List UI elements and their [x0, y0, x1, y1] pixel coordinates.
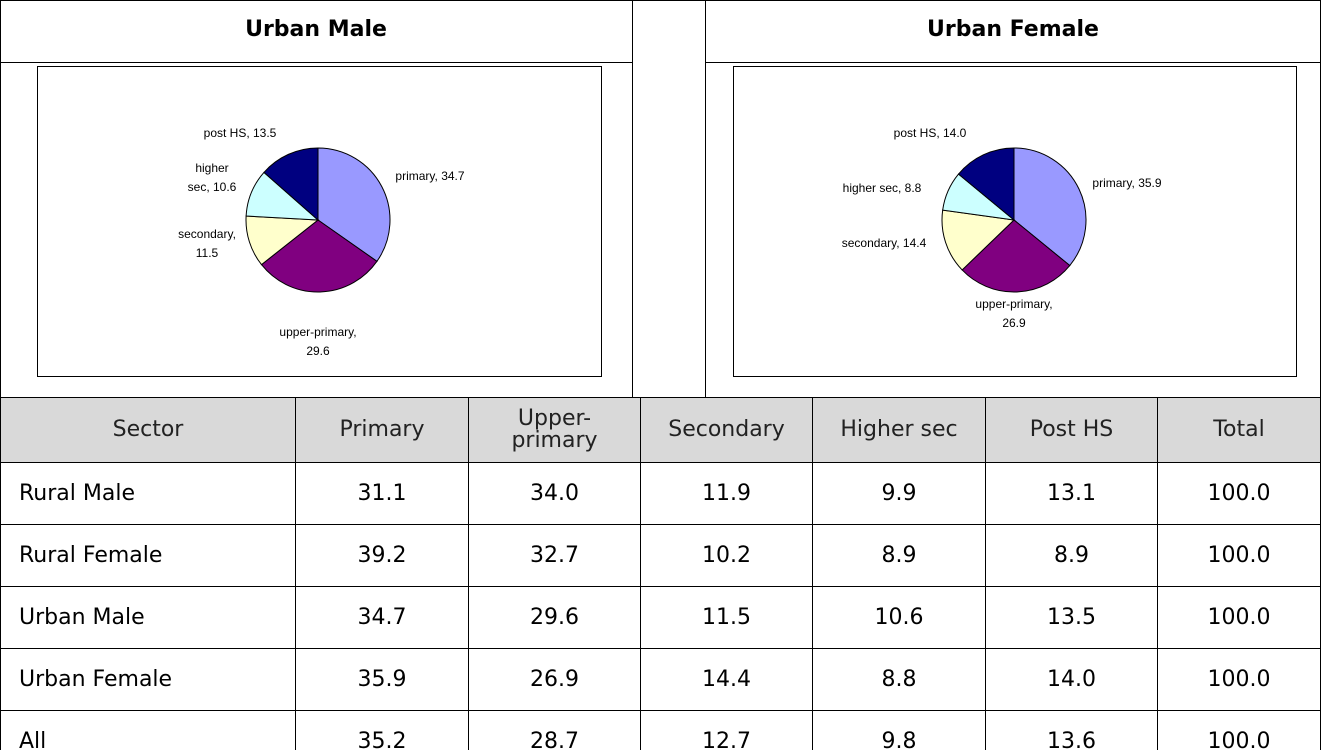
table-cell: 39.2	[296, 525, 469, 587]
table: Sector Primary Upper-primary Secondary Highe…	[0, 397, 1321, 750]
table-cell: 13.6	[986, 711, 1158, 750]
panel-title: Urban Female	[927, 17, 1099, 42]
table-cell: 31.1	[296, 463, 469, 525]
divider	[705, 0, 706, 397]
table-cell: 28.7	[469, 711, 641, 750]
slice-label: upper-primary, 29.6	[279, 325, 356, 358]
table-cell: 12.7	[641, 711, 813, 750]
label-line: 26.9	[1002, 316, 1026, 330]
table-cell: 29.6	[469, 587, 641, 649]
table-cell: 10.6	[813, 587, 986, 649]
table-cell: 34.0	[469, 463, 641, 525]
header-cell: Sector	[1, 398, 296, 463]
label-line: sec, 10.6	[188, 180, 237, 194]
table-cell: 100.0	[1158, 463, 1321, 525]
table-cell: 100.0	[1158, 525, 1321, 587]
slice-label: primary, 34.7	[395, 169, 464, 183]
table-cell: 35.2	[296, 711, 469, 750]
table-cell: 14.4	[641, 649, 813, 711]
table-cell: 26.9	[469, 649, 641, 711]
table-cell: 8.9	[813, 525, 986, 587]
chart-frame	[37, 66, 602, 377]
table-cell: Urban Male	[1, 587, 296, 649]
table-cell: 14.0	[986, 649, 1158, 711]
pie-slice	[941, 209, 1016, 271]
slice-label: secondary, 11.5	[178, 227, 236, 260]
pie-slice	[957, 147, 1015, 222]
table-cell: 11.5	[641, 587, 813, 649]
pie-slice	[260, 219, 378, 293]
divider	[705, 62, 1321, 63]
slice-label: higher sec, 10.6	[188, 161, 237, 194]
table-cell: 11.9	[641, 463, 813, 525]
slice-label: upper-primary, 26.9	[975, 297, 1052, 330]
table-cell: 10.2	[641, 525, 813, 587]
table-cell: 100.0	[1158, 587, 1321, 649]
label-line: 11.5	[196, 246, 219, 260]
pie-slice	[263, 147, 319, 222]
label-line: 29.6	[306, 344, 330, 358]
header-cell: Total	[1158, 398, 1321, 463]
table-cell: 35.9	[296, 649, 469, 711]
table-cell: 8.9	[986, 525, 1158, 587]
header-cell: Post HS	[986, 398, 1158, 463]
slice-label: primary, 35.9	[1092, 176, 1161, 190]
divider	[0, 62, 632, 63]
slice-label: higher sec, 8.8	[843, 181, 922, 195]
pie-slice	[961, 219, 1071, 293]
header-cell: Higher sec	[813, 398, 986, 463]
slice-label: secondary, 14.4	[842, 236, 927, 250]
header-cell: Upper-primary	[469, 398, 641, 463]
label-line: upper-primary,	[279, 325, 356, 339]
divider	[632, 0, 633, 397]
table-cell: 100.0	[1158, 649, 1321, 711]
table-cell: 13.1	[986, 463, 1158, 525]
table-cell: 32.7	[469, 525, 641, 587]
panel-title: Urban Male	[245, 17, 387, 42]
table-cell: 8.8	[813, 649, 986, 711]
table-cell: 100.0	[1158, 711, 1321, 750]
header-cell: Secondary	[641, 398, 813, 463]
label-line: upper-primary,	[975, 297, 1052, 311]
label-line: secondary,	[178, 227, 236, 241]
header-cell: Primary	[296, 398, 469, 463]
pie-slice	[1013, 147, 1087, 267]
table-cell: 9.9	[813, 463, 986, 525]
slice-label: post HS, 13.5	[204, 126, 277, 140]
chart-frame	[733, 66, 1297, 377]
table-cell: 9.8	[813, 711, 986, 750]
table-cell: Urban Female	[1, 649, 296, 711]
pie-charts: primary, 34.7 upper-primary, 29.6 secondary…	[178, 126, 1162, 358]
table-cell: Rural Male	[1, 463, 296, 525]
table-cell: 34.7	[296, 587, 469, 649]
table-cell: Rural Female	[1, 525, 296, 587]
table-cell: All	[1, 711, 296, 750]
label-line: higher	[195, 161, 228, 175]
slice-label: post HS, 14.0	[894, 126, 967, 140]
pie-slice	[317, 147, 391, 263]
table-cell: 13.5	[986, 587, 1158, 649]
